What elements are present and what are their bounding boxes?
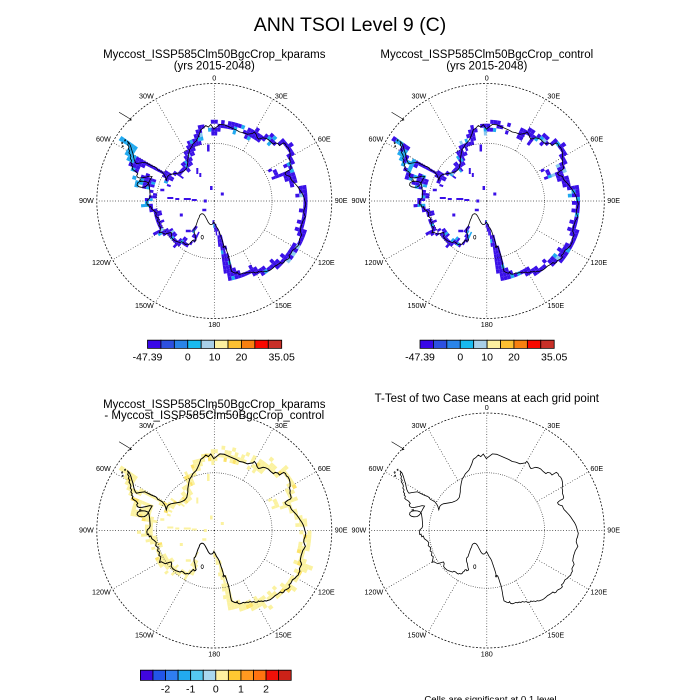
- svg-text:-47.39: -47.39: [405, 351, 435, 363]
- svg-text:0: 0: [457, 351, 463, 363]
- svg-text:Myccost_ISSP585Clm50BgcCrop_co: Myccost_ISSP585Clm50BgcCrop_control: [380, 49, 593, 61]
- svg-text:60W: 60W: [96, 464, 111, 473]
- svg-text:60W: 60W: [368, 464, 383, 473]
- svg-text:0: 0: [485, 403, 489, 412]
- svg-text:Cells are significant at 0.1 l: Cells are significant at 0.1 level: [424, 694, 556, 700]
- svg-text:- Myccost_ISSP585Clm50BgcCrop_: - Myccost_ISSP585Clm50BgcCrop_control: [104, 410, 324, 422]
- svg-text:90E: 90E: [335, 525, 348, 534]
- svg-text:30E: 30E: [275, 92, 288, 101]
- svg-text:120E: 120E: [590, 588, 607, 597]
- svg-text:(yrs 2015-2048): (yrs 2015-2048): [446, 60, 527, 72]
- svg-text:-2: -2: [161, 683, 170, 695]
- svg-text:ANN TSOI Level 9 (C): ANN TSOI Level 9 (C): [254, 14, 447, 36]
- svg-text:30W: 30W: [411, 421, 426, 430]
- svg-text:90W: 90W: [79, 196, 94, 205]
- svg-text:120E: 120E: [318, 258, 335, 267]
- svg-text:(yrs 2015-2048): (yrs 2015-2048): [174, 60, 255, 72]
- svg-text:20: 20: [508, 351, 520, 363]
- svg-text:150E: 150E: [275, 631, 292, 640]
- svg-text:150W: 150W: [407, 631, 426, 640]
- svg-text:60W: 60W: [96, 135, 111, 144]
- svg-text:30E: 30E: [547, 421, 560, 430]
- svg-text:60E: 60E: [318, 464, 331, 473]
- svg-text:90W: 90W: [79, 525, 94, 534]
- svg-text:60E: 60E: [318, 135, 331, 144]
- svg-text:35.05: 35.05: [541, 351, 567, 363]
- svg-text:0: 0: [212, 73, 216, 82]
- svg-text:10: 10: [209, 351, 221, 363]
- svg-text:150W: 150W: [135, 631, 154, 640]
- svg-text:150W: 150W: [407, 301, 426, 310]
- svg-text:10: 10: [481, 351, 493, 363]
- svg-text:150E: 150E: [547, 631, 564, 640]
- svg-text:1: 1: [238, 683, 244, 695]
- svg-text:0: 0: [485, 73, 489, 82]
- svg-text:120W: 120W: [364, 258, 383, 267]
- svg-text:30W: 30W: [139, 92, 154, 101]
- svg-text:180: 180: [208, 649, 220, 658]
- svg-text:60E: 60E: [590, 464, 603, 473]
- svg-text:120W: 120W: [92, 588, 111, 597]
- svg-text:180: 180: [208, 320, 220, 329]
- svg-text:30W: 30W: [139, 421, 154, 430]
- svg-text:35.05: 35.05: [269, 351, 295, 363]
- svg-text:-1: -1: [186, 683, 195, 695]
- svg-text:180: 180: [481, 320, 493, 329]
- svg-text:30E: 30E: [547, 92, 560, 101]
- svg-text:120E: 120E: [590, 258, 607, 267]
- svg-text:2: 2: [263, 683, 269, 695]
- svg-text:150W: 150W: [135, 301, 154, 310]
- svg-text:0: 0: [212, 403, 216, 412]
- svg-text:T-Test of two Case means at ea: T-Test of two Case means at each grid po…: [375, 393, 600, 405]
- svg-text:30E: 30E: [275, 421, 288, 430]
- svg-text:60W: 60W: [368, 135, 383, 144]
- svg-text:Myccost_ISSP585Clm50BgcCrop_kp: Myccost_ISSP585Clm50BgcCrop_kparams: [103, 399, 326, 411]
- svg-text:-47.39: -47.39: [133, 351, 163, 363]
- svg-text:Myccost_ISSP585Clm50BgcCrop_kp: Myccost_ISSP585Clm50BgcCrop_kparams: [103, 49, 326, 61]
- svg-text:60E: 60E: [590, 135, 603, 144]
- svg-text:20: 20: [236, 351, 248, 363]
- svg-text:150E: 150E: [547, 301, 564, 310]
- svg-text:90E: 90E: [607, 196, 620, 205]
- svg-text:90W: 90W: [352, 525, 367, 534]
- svg-text:180: 180: [481, 649, 493, 658]
- svg-text:120E: 120E: [318, 588, 335, 597]
- svg-text:150E: 150E: [275, 301, 292, 310]
- svg-text:90E: 90E: [335, 196, 348, 205]
- svg-text:0: 0: [185, 351, 191, 363]
- svg-text:90W: 90W: [352, 196, 367, 205]
- svg-text:0: 0: [213, 683, 219, 695]
- svg-text:120W: 120W: [92, 258, 111, 267]
- svg-text:120W: 120W: [364, 588, 383, 597]
- svg-text:30W: 30W: [411, 92, 426, 101]
- svg-text:90E: 90E: [607, 525, 620, 534]
